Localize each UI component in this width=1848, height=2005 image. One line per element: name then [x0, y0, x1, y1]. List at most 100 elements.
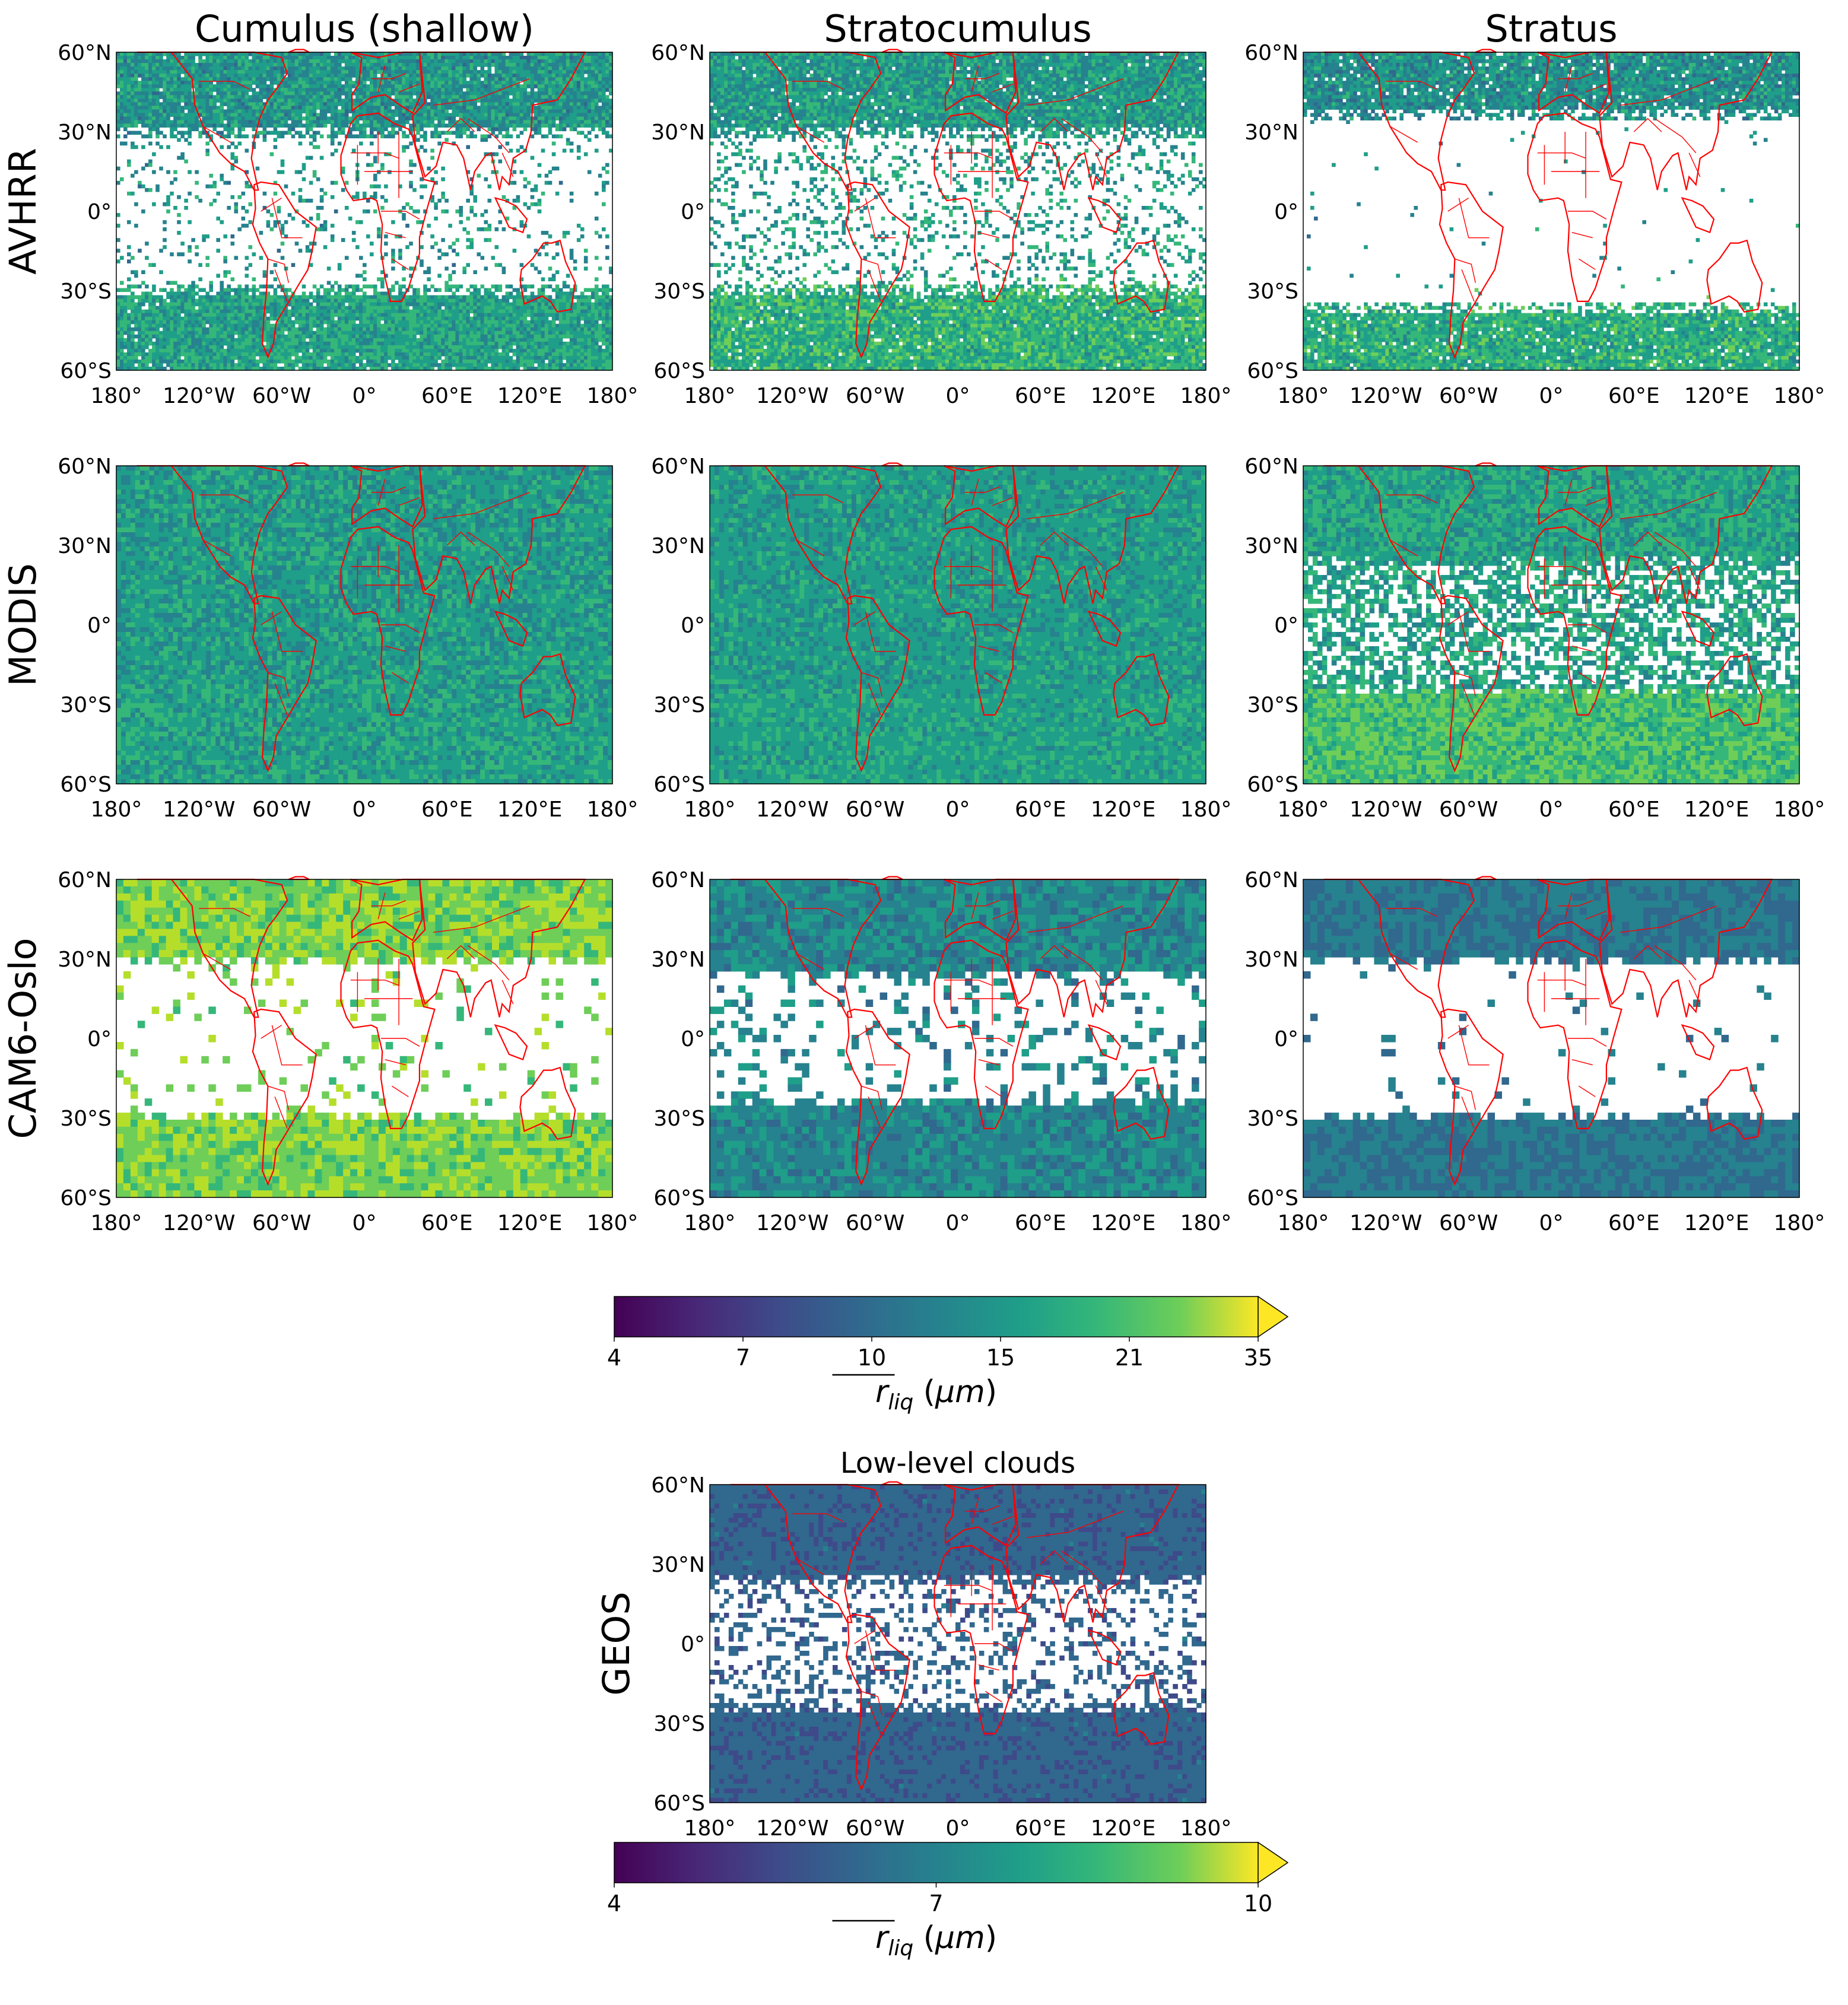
map-panel-cam6-oslo-2: 180° 120°W 60°W 0° 60°E 120°E 180°60°N30°N0°30… [651, 868, 1231, 1235]
y-tick-label: 0° [681, 1027, 705, 1051]
x-tick-label: 0° [946, 1211, 970, 1235]
y-tick-label: 60°N [1244, 455, 1298, 479]
y-tick-label: 60°N [651, 868, 705, 892]
map-cells [116, 466, 613, 784]
y-tick-label: 60°S [1247, 1186, 1298, 1210]
map-panel-geos: 180° 120°W 60°W 0° 60°E 120°E 180°60°N30°N0°30… [651, 1473, 1231, 1841]
y-tick-label: 60°S [60, 1186, 112, 1210]
y-tick-label: 30°N [651, 1553, 705, 1577]
x-tick-label: 180° [684, 797, 736, 822]
x-tick-label: 0° [353, 1211, 377, 1235]
x-tick-label: 180° [1180, 797, 1232, 822]
x-tick-label: 60°E [421, 797, 473, 822]
y-tick-label: 60°N [651, 41, 705, 65]
y-tick-label: 30°N [651, 948, 705, 972]
y-tick-label: 30°N [58, 120, 112, 145]
colorbar-tick-label: 35 [1244, 1345, 1272, 1371]
y-tick-label: 0° [87, 200, 112, 224]
y-tick-label: 30°S [653, 1712, 705, 1736]
y-tick-label: 30°S [60, 693, 112, 717]
x-tick-label: 180° [1180, 384, 1232, 408]
x-tick-label: 0° [1539, 797, 1564, 822]
y-tick-label: 0° [87, 614, 112, 638]
x-tick-label: 120°E [497, 1211, 562, 1235]
x-tick-label: 60°W [846, 797, 904, 822]
x-tick-label: 120°E [1684, 384, 1749, 408]
x-tick-label: 180° [1278, 797, 1329, 822]
x-tick-label: 60°W [1439, 797, 1498, 822]
map-cells [710, 466, 1206, 784]
y-tick-label: 60°S [1247, 359, 1298, 383]
x-tick-label: 120°E [1091, 384, 1155, 408]
x-tick-label: 60°W [846, 1211, 904, 1235]
x-tick-label: 120°E [1091, 1816, 1155, 1841]
y-tick-label: 30°N [58, 534, 112, 558]
y-tick-label: 0° [681, 614, 705, 638]
geos-row-label: GEOS [595, 1591, 638, 1695]
y-tick-label: 30°S [1247, 693, 1298, 717]
y-tick-label: 60°N [58, 868, 112, 892]
y-tick-label: 30°N [1244, 120, 1298, 145]
x-tick-label: 120°E [497, 384, 562, 408]
column-title: Cumulus (shallow) [195, 7, 534, 50]
x-tick-label: 120°W [756, 797, 828, 822]
x-tick-label: 60°W [1439, 1211, 1498, 1235]
x-tick-label: 0° [353, 384, 377, 408]
map-panel-modis-2: 180° 120°W 60°W 0° 60°E 120°E 180°60°N30°N0°30… [651, 455, 1231, 822]
x-tick-label: 180° [587, 384, 639, 408]
x-tick-label: 180° [684, 1211, 736, 1235]
x-tick-label: 180° [91, 1211, 142, 1235]
x-tick-label: 60°W [252, 384, 311, 408]
row-label: MODIS [1, 563, 45, 687]
x-tick-label: 120°E [1684, 1211, 1749, 1235]
y-tick-label: 60°S [653, 359, 705, 383]
x-tick-label: 0° [946, 797, 970, 822]
x-tick-label: 120°E [1091, 1211, 1155, 1235]
x-tick-label: 120°W [1350, 384, 1422, 408]
row-label: AVHRR [1, 148, 45, 275]
colorbar-tick-label: 21 [1115, 1345, 1144, 1371]
y-tick-label: 0° [681, 1632, 705, 1657]
x-tick-label: 120°E [497, 797, 562, 822]
y-tick-label: 30°S [653, 693, 705, 717]
colorbar-extend-arrow [1258, 1297, 1288, 1337]
x-tick-label: 180° [1774, 797, 1825, 822]
x-tick-label: 0° [946, 384, 970, 408]
x-tick-label: 0° [1539, 384, 1564, 408]
y-tick-label: 60°N [1244, 41, 1298, 65]
x-tick-label: 180° [1774, 1211, 1825, 1235]
y-tick-label: 60°N [651, 455, 705, 479]
x-tick-label: 60°W [846, 1816, 904, 1841]
x-tick-label: 180° [1180, 1211, 1232, 1235]
x-tick-label: 60°E [1608, 797, 1660, 822]
y-tick-label: 0° [1274, 614, 1298, 638]
x-tick-label: 60°E [1608, 1211, 1660, 1235]
y-tick-label: 30°N [1244, 534, 1298, 558]
x-tick-label: 60°E [1015, 1816, 1066, 1841]
y-tick-label: 60°S [653, 1186, 705, 1210]
x-tick-label: 60°W [252, 797, 311, 822]
y-tick-label: 0° [681, 200, 705, 224]
x-tick-label: 120°W [1350, 1211, 1422, 1235]
map-panel-cam6-oslo-3: 180° 120°W 60°W 0° 60°E 120°E 180°60°N30°N0°30… [1244, 868, 1825, 1235]
x-tick-label: 180° [684, 1816, 736, 1841]
map-panel-avhrr-1: 180° 120°W 60°W 0° 60°E 120°E 180°60°N30°N0°30… [58, 41, 638, 408]
x-tick-label: 120°E [1684, 797, 1749, 822]
row-label: CAM6-Oslo [1, 938, 45, 1139]
x-tick-label: 120°W [163, 384, 235, 408]
colorbar-label: rliq (μm) [875, 1374, 997, 1415]
y-tick-label: 30°N [58, 948, 112, 972]
colorbar-tick-label: 4 [607, 1890, 621, 1917]
x-tick-label: 180° [1180, 1816, 1232, 1841]
y-tick-label: 60°S [653, 773, 705, 797]
x-tick-label: 0° [1539, 1211, 1564, 1235]
y-tick-label: 30°S [1247, 1107, 1298, 1131]
x-tick-label: 120°W [756, 1211, 828, 1235]
map-panel-avhrr-3: 180° 120°W 60°W 0° 60°E 120°E 180°60°N30°N0°30… [1244, 41, 1825, 408]
x-tick-label: 180° [91, 797, 142, 822]
x-tick-label: 120°W [1350, 797, 1422, 822]
x-tick-label: 180° [1278, 384, 1329, 408]
y-tick-label: 30°S [1247, 279, 1298, 304]
